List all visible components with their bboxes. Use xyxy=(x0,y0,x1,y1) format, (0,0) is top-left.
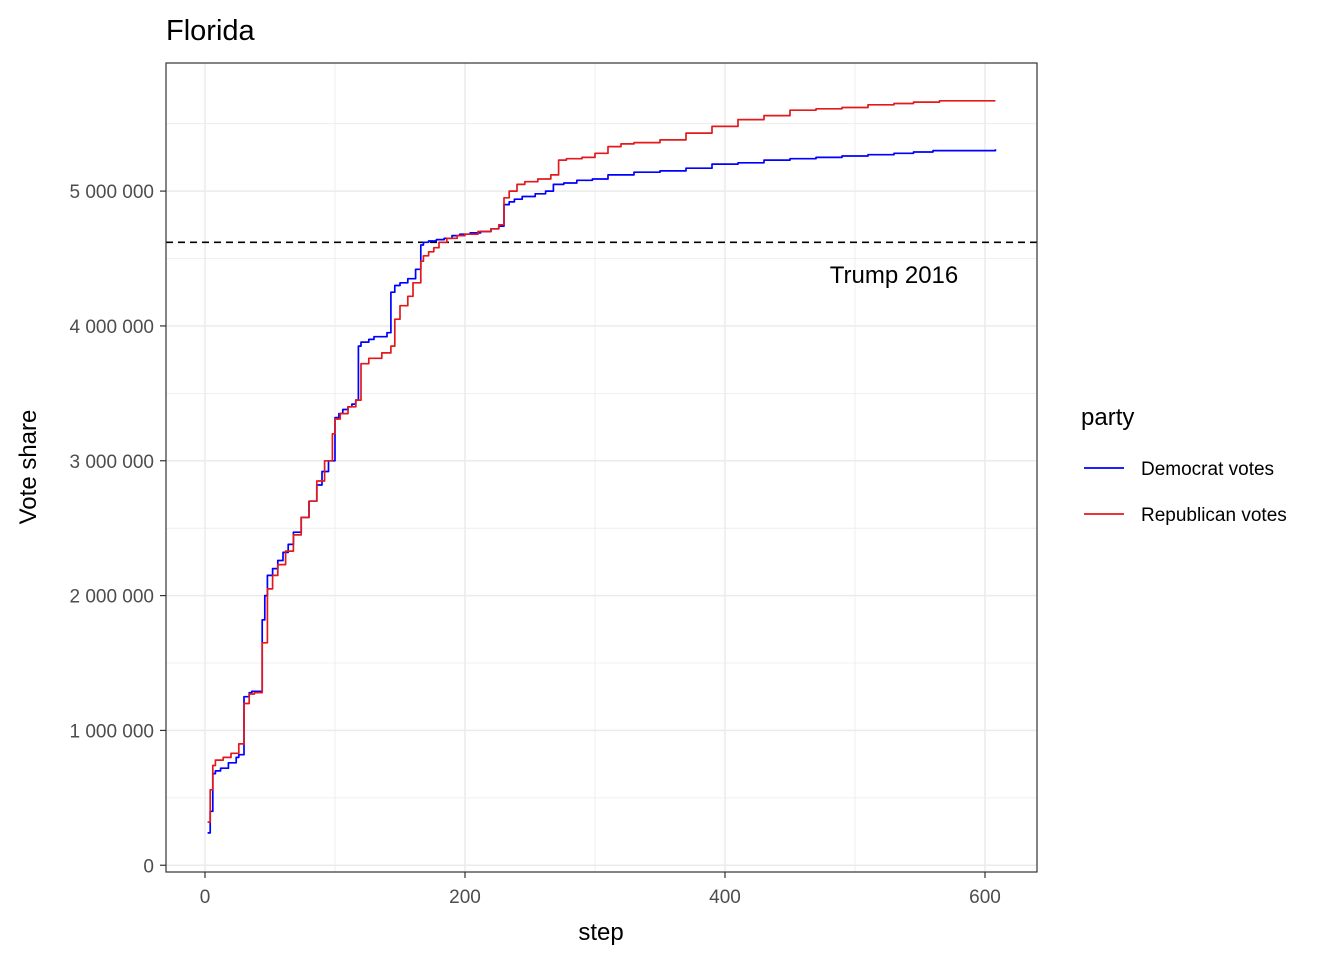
y-tick-label: 4 000 000 xyxy=(69,317,154,338)
series-line-democrat xyxy=(207,149,997,834)
y-axis: 0 1 000 000 2 000 000 3 000 000 4 000 000 5 0… xyxy=(69,182,166,877)
reference-line-group: Trump 2016 xyxy=(166,241,1037,289)
plot-panel xyxy=(166,63,1037,872)
series-lines xyxy=(207,99,997,834)
legend: party Democrat votes Republican votes xyxy=(1081,404,1287,526)
y-tick-label: 5 000 000 xyxy=(69,182,154,203)
x-tick-label: 0 xyxy=(200,887,211,908)
x-axis: 0 200 400 600 xyxy=(200,872,1001,908)
legend-entries: Democrat votes Republican votes xyxy=(1084,459,1287,526)
x-axis-title: step xyxy=(578,919,623,946)
x-tick-label: 400 xyxy=(709,887,741,908)
minor-gridlines xyxy=(166,63,1037,872)
chart-title: Florida xyxy=(166,15,256,47)
reference-line-label: Trump 2016 xyxy=(830,262,959,289)
y-tick-label: 0 xyxy=(143,856,154,877)
legend-label-republican: Republican votes xyxy=(1141,505,1287,526)
x-tick-label: 200 xyxy=(449,887,481,908)
legend-label-democrat: Democrat votes xyxy=(1141,459,1274,480)
y-tick-label: 2 000 000 xyxy=(69,587,154,608)
y-axis-title: Vote share xyxy=(15,410,42,525)
major-gridlines xyxy=(166,63,1037,872)
series-line-republican xyxy=(207,99,996,823)
x-tick-label: 600 xyxy=(969,887,1001,908)
plot-border xyxy=(165,62,1038,873)
y-tick-label: 1 000 000 xyxy=(69,721,154,742)
legend-title: party xyxy=(1081,404,1134,431)
y-tick-label: 3 000 000 xyxy=(69,452,154,473)
